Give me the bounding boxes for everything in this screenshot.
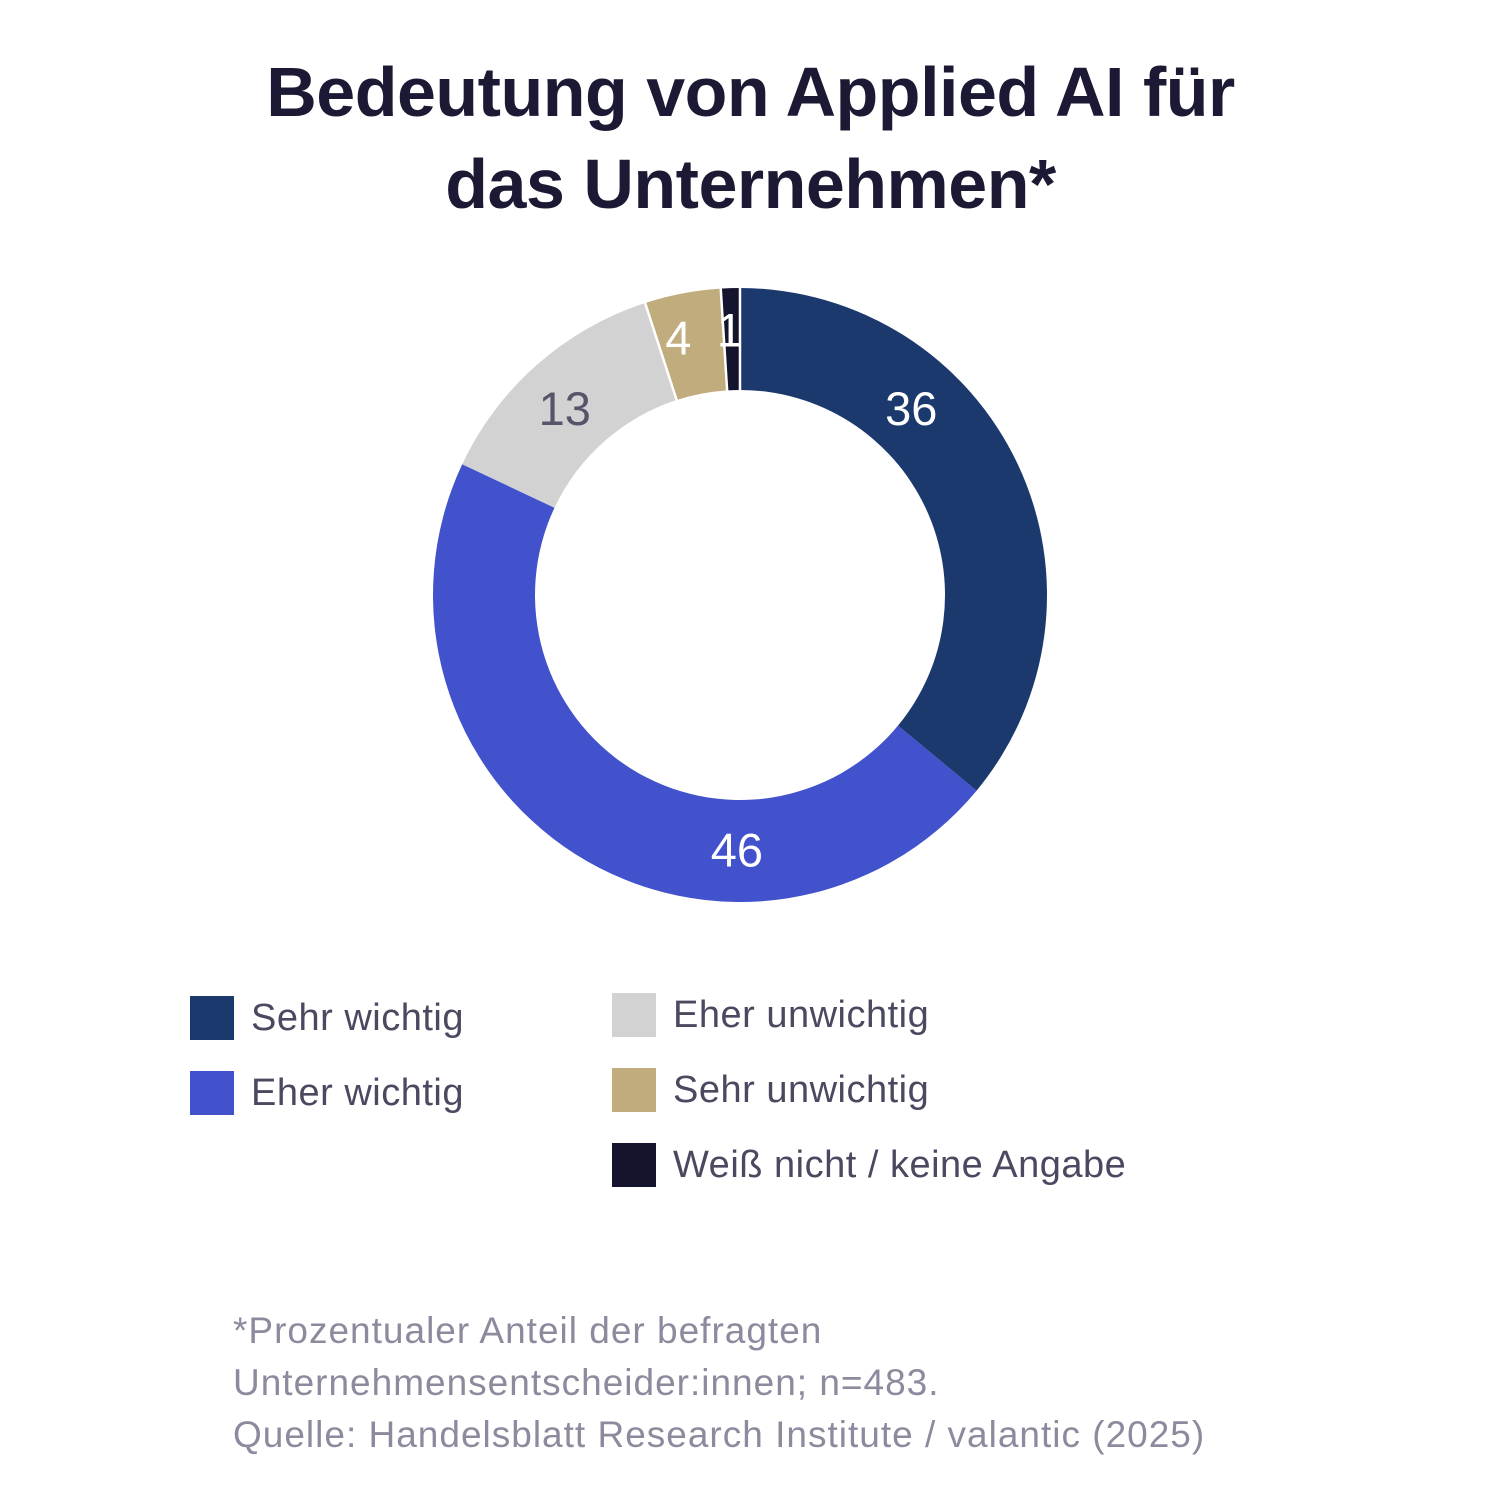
legend-item-eher-wichtig: Eher wichtig: [190, 1071, 464, 1115]
legend-label: Sehr wichtig: [251, 996, 464, 1039]
footnote-line-2: Unternehmensentscheider:innen; n=483.: [233, 1362, 940, 1403]
legend-item-weiss-nicht-keine-angabe: Weiß nicht / keine Angabe: [612, 1143, 1126, 1187]
legend-item-sehr-unwichtig: Sehr unwichtig: [612, 1068, 1126, 1112]
legend-label: Sehr unwichtig: [673, 1068, 930, 1111]
footnote: *Prozentualer Anteil der befragten Unter…: [233, 1305, 1205, 1461]
legend-item-sehr-wichtig: Sehr wichtig: [190, 996, 464, 1040]
legend-label: Eher unwichtig: [673, 993, 930, 1036]
slice-separator-line: [719, 287, 729, 392]
chart-title: Bedeutung von Applied AI für das Unterne…: [0, 46, 1501, 230]
footnote-line-1: *Prozentualer Anteil der befragten: [233, 1310, 823, 1351]
legend-swatch-eher-unwichtig: [612, 993, 656, 1037]
donut-slice-eher-unwichtig: [462, 303, 677, 508]
donut-slice-eher-wichtig: [433, 464, 977, 902]
legend-item-eher-unwichtig: Eher unwichtig: [612, 993, 1126, 1037]
legend-column-left: Sehr wichtig Eher wichtig: [190, 996, 464, 1146]
legend-swatch-sehr-wichtig: [190, 996, 234, 1040]
slice-value-label-eher-unwichtig: 13: [539, 382, 591, 435]
legend-swatch-eher-wichtig: [190, 1071, 234, 1115]
legend-swatch-weiss-nicht-keine-angabe: [612, 1143, 656, 1187]
donut-slice-sehr-wichtig: [740, 288, 1047, 791]
footnote-line-3: Quelle: Handelsblatt Research Institute …: [233, 1414, 1206, 1455]
slice-value-label-weiss-nicht-keine-angabe: 1: [717, 304, 743, 357]
chart-title-line-1: Bedeutung von Applied AI für: [266, 53, 1235, 131]
legend-label: Eher wichtig: [251, 1071, 464, 1114]
legend-swatch-sehr-unwichtig: [612, 1068, 656, 1112]
chart-title-line-2: das Unternehmen*: [445, 145, 1056, 223]
legend-column-right: Eher unwichtig Sehr unwichtig Weiß nicht…: [612, 993, 1126, 1218]
slice-value-label-sehr-unwichtig: 4: [665, 312, 691, 365]
slice-separator-line: [643, 301, 679, 402]
legend-label: Weiß nicht / keine Angabe: [673, 1143, 1127, 1186]
slice-value-label-sehr-wichtig: 36: [885, 382, 937, 435]
slice-value-label-eher-wichtig: 46: [711, 823, 763, 876]
donut-slice-sehr-unwichtig: [645, 288, 728, 401]
